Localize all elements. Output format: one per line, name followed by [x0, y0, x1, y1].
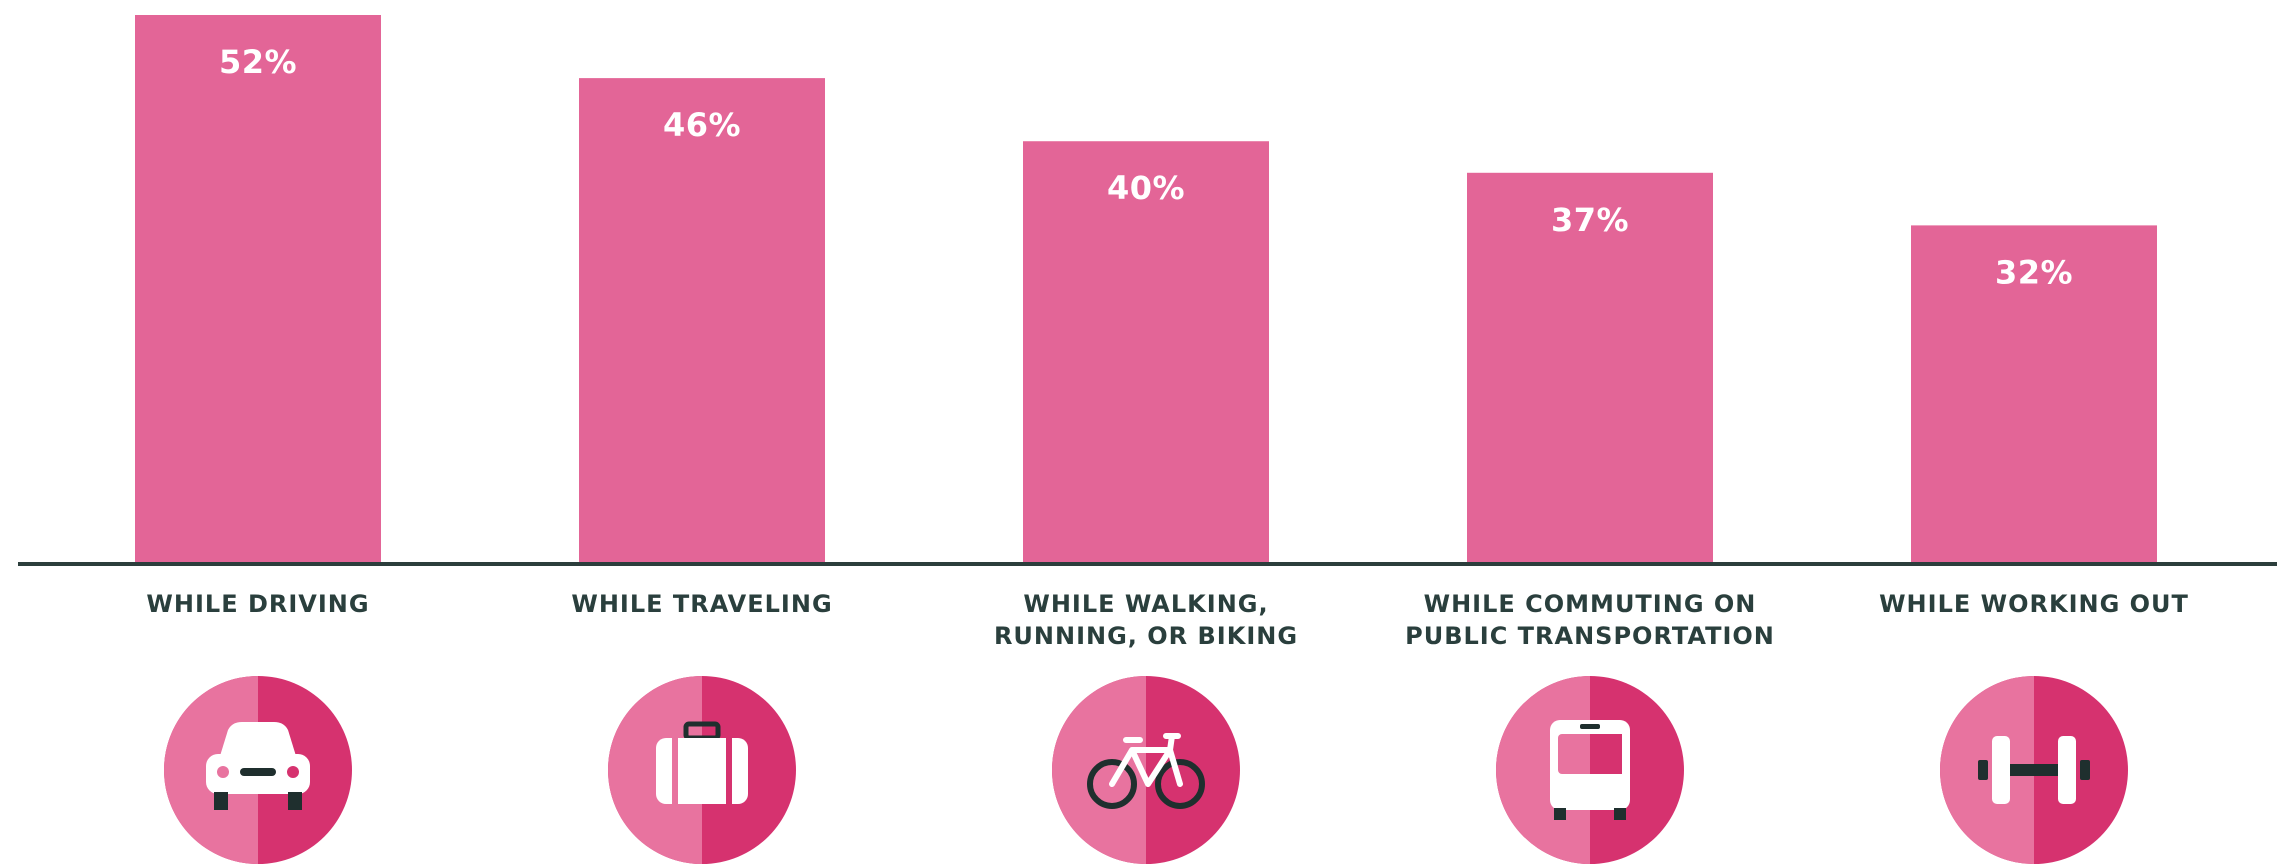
- bar: [1911, 225, 2157, 562]
- category-label: WHILE COMMUTING ON: [1424, 590, 1757, 618]
- category-label: WHILE WALKING,: [1023, 590, 1268, 618]
- bicycle-icon: [1052, 676, 1240, 864]
- category-label: PUBLIC TRANSPORTATION: [1405, 622, 1775, 650]
- bars-group: 52% 46% 40% 37% 32%: [135, 15, 2157, 563]
- dumbbell-icon: [1940, 676, 2128, 864]
- bar: [1023, 141, 1269, 562]
- category-label: WHILE TRAVELING: [571, 590, 832, 618]
- car-icon: [164, 676, 352, 864]
- bar-value-label: 37%: [1551, 201, 1629, 239]
- bar: [579, 78, 825, 562]
- category-label: WHILE DRIVING: [146, 590, 369, 618]
- bus-icon: [1496, 676, 1684, 864]
- bar: [135, 15, 381, 562]
- bar-value-label: 32%: [1995, 253, 2073, 291]
- category-icons-group: [164, 676, 2128, 864]
- category-label: WHILE WORKING OUT: [1879, 590, 2189, 618]
- category-label: RUNNING, OR BIKING: [994, 622, 1298, 650]
- bar: [1467, 172, 1713, 563]
- category-labels-group: WHILE DRIVING WHILE TRAVELING WHILE WALKIN…: [146, 590, 2189, 650]
- bar-value-label: 40%: [1107, 169, 1185, 207]
- bar-value-label: 52%: [219, 43, 297, 81]
- bar-value-label: 46%: [663, 106, 741, 144]
- suitcase-icon: [608, 676, 796, 864]
